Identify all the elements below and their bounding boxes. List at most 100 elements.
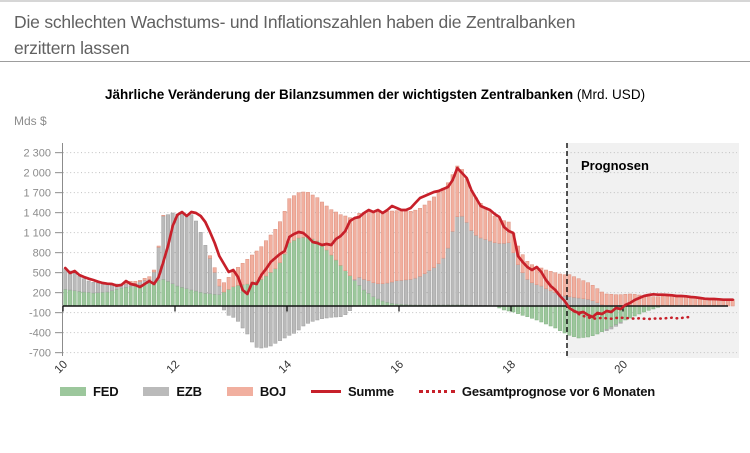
bar-boj	[455, 165, 460, 217]
legend-item-boj: BOJ	[226, 384, 286, 399]
bar-fed	[287, 242, 292, 307]
bar-ezb	[497, 243, 502, 307]
bar-boj	[217, 279, 222, 287]
bar-ezb	[324, 305, 329, 319]
bar-boj	[161, 215, 166, 217]
bar-fed	[586, 305, 590, 338]
bar-fed	[198, 292, 203, 307]
bar-ezb	[418, 276, 422, 306]
bar-fed	[124, 287, 128, 307]
bar-ezb	[413, 277, 418, 306]
bar-fed	[236, 285, 240, 307]
bar-fed	[511, 305, 516, 313]
bar-ezb	[366, 280, 371, 294]
bar-boj	[488, 211, 492, 242]
bar-fed	[189, 289, 194, 307]
y-axis-unit-label: Mds $	[14, 114, 47, 128]
bar-ezb	[124, 283, 128, 288]
bar-fed	[343, 270, 348, 307]
bar-boj	[530, 264, 534, 283]
svg-text:1 100: 1 100	[23, 227, 51, 239]
legend-label-ezb: EZB	[176, 384, 202, 399]
bar-boj	[618, 294, 623, 307]
bar-boj	[609, 294, 614, 307]
gridlines	[55, 152, 737, 354]
bar-fed	[348, 275, 352, 307]
headline-line2: erzittern lassen	[14, 38, 130, 58]
bar-ezb	[236, 305, 240, 322]
bar-fed	[567, 305, 572, 336]
bar-ezb	[306, 305, 310, 324]
bar-fed	[310, 238, 315, 307]
summe-line-swatch-icon	[310, 390, 341, 393]
bar-fed	[590, 305, 595, 336]
bar-ezb	[245, 305, 250, 335]
bar-ezb	[460, 215, 464, 306]
bar-fed	[184, 288, 189, 307]
bar-boj	[436, 191, 441, 264]
bar-boj	[357, 213, 362, 278]
bar-fed	[72, 290, 77, 307]
bar-boj	[380, 211, 385, 284]
bar-boj	[348, 217, 352, 276]
bar-ezb	[278, 305, 282, 341]
bar-boj	[282, 211, 287, 255]
legend-item-forecast: Gesamtprognose vor 6 Monaten	[418, 384, 655, 399]
bar-fed	[175, 285, 180, 307]
bar-ezb	[609, 326, 614, 330]
bar-ezb	[385, 282, 390, 303]
bar-boj	[366, 211, 371, 281]
bar-fed	[562, 305, 567, 334]
bar-fed	[558, 305, 562, 331]
bar-fed	[371, 296, 376, 307]
bar-ezb	[105, 283, 110, 293]
legend-label-boj: BOJ	[259, 384, 286, 399]
bar-boj	[226, 277, 231, 290]
svg-text:1 400: 1 400	[23, 207, 51, 219]
bar-boj	[320, 201, 324, 246]
bar-boj	[413, 209, 418, 279]
bar-boj	[469, 190, 474, 231]
svg-text:-100: -100	[29, 307, 51, 319]
bar-fed	[324, 249, 329, 307]
bar-boj	[394, 210, 399, 281]
bar-fed	[63, 289, 68, 307]
bar-boj	[212, 267, 217, 273]
svg-text:-400: -400	[29, 327, 51, 339]
bar-ezb	[483, 239, 488, 306]
bar-ezb	[362, 279, 366, 291]
bar-boj	[362, 212, 366, 280]
headline-line1: Die schlechten Wachstums- und Inflations…	[14, 12, 576, 32]
bar-boj	[301, 191, 306, 238]
bar-boj	[432, 196, 436, 268]
bar-fed	[226, 289, 231, 307]
bar-boj	[254, 250, 259, 282]
bar-fed	[273, 268, 278, 307]
bar-fed	[100, 292, 105, 307]
forecast-label: Prognosen	[581, 158, 649, 173]
bar-ezb	[380, 283, 385, 302]
bar-boj	[404, 210, 408, 281]
article-headline: Die schlechten Wachstums- und Inflations…	[14, 9, 724, 61]
bar-ezb	[450, 231, 455, 305]
summe-line	[63, 166, 735, 319]
bar-fed	[628, 305, 632, 319]
bar-fed	[642, 305, 646, 313]
bar-boj	[581, 280, 586, 299]
bar-boj	[553, 272, 558, 293]
bar-ezb	[548, 290, 553, 307]
bar-ezb	[348, 305, 352, 311]
bar-ezb	[506, 242, 511, 307]
bar-fed	[68, 289, 72, 307]
bar-ezb	[259, 305, 264, 349]
bar-ezb	[72, 273, 77, 291]
bar-fed	[292, 240, 296, 307]
bar-ezb	[264, 305, 268, 348]
bar-fed	[320, 245, 324, 307]
bar-ezb	[203, 245, 208, 294]
bar-boj	[133, 281, 138, 284]
bar-boj	[278, 221, 282, 263]
bar-boj	[562, 274, 567, 297]
